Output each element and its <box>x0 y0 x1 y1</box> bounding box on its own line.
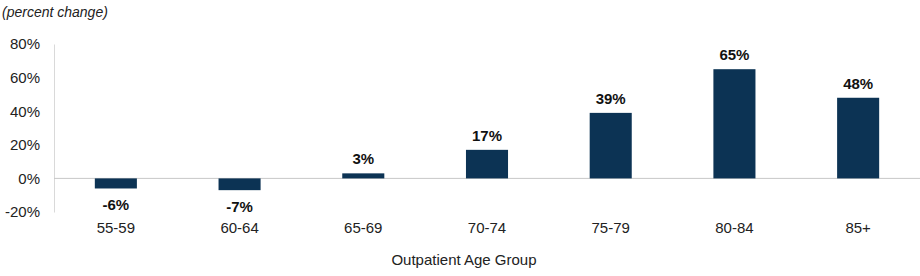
x-tick-label: 85+ <box>845 219 871 236</box>
data-label: 48% <box>843 75 873 92</box>
data-label: 3% <box>352 150 374 167</box>
y-tick-label: -20% <box>5 203 40 220</box>
x-tick-label: 60-64 <box>220 219 258 236</box>
x-axis: 55-59 60-64 65-69 70-74 75-79 80-84 85+ <box>97 219 871 236</box>
y-tick-label: 40% <box>10 103 40 120</box>
bar <box>219 178 261 190</box>
data-label: -6% <box>103 196 130 213</box>
x-tick-label: 80-84 <box>715 219 753 236</box>
data-label: -7% <box>226 198 253 215</box>
y-tick: 0% <box>18 170 54 187</box>
bar <box>590 113 632 179</box>
x-tick-label: 70-74 <box>468 219 506 236</box>
y-tick: 20% <box>10 136 54 153</box>
y-tick-label: 20% <box>10 136 40 153</box>
y-tick-label: 0% <box>18 170 40 187</box>
x-tick: 65-69 <box>344 219 382 236</box>
x-tick: 70-74 <box>468 219 506 236</box>
bar <box>466 150 508 179</box>
y-tick: 40% <box>10 103 54 120</box>
bar <box>342 173 384 178</box>
x-tick: 60-64 <box>220 219 258 236</box>
x-tick-label: 75-79 <box>592 219 630 236</box>
y-axis-line <box>54 45 55 213</box>
x-tick: 55-59 <box>97 219 135 236</box>
data-label: 17% <box>472 127 502 144</box>
y-axis-title: (percent change) <box>2 4 108 20</box>
bar <box>95 178 137 188</box>
data-label: 39% <box>596 90 626 107</box>
y-tick: 80% <box>10 35 54 52</box>
x-tick: 80-84 <box>715 219 753 236</box>
x-tick: 75-79 <box>592 219 630 236</box>
y-tick-label: 80% <box>10 35 40 52</box>
y-tick: 60% <box>10 69 54 86</box>
bars <box>95 69 879 190</box>
x-tick: 85+ <box>845 219 871 236</box>
data-label: 65% <box>719 46 749 63</box>
y-tick-label: 60% <box>10 69 40 86</box>
x-tick-label: 55-59 <box>97 219 135 236</box>
x-axis-title: Outpatient Age Group <box>391 251 536 268</box>
data-labels: -6% -7% 3% 17% 39% 65% 48% <box>103 46 874 215</box>
bar <box>713 69 755 178</box>
bar <box>837 98 879 179</box>
chart: -20% 0% 20% 40% 60% 80% 55-59 60-64 65-69 70-74 75… <box>0 0 920 276</box>
x-tick-label: 65-69 <box>344 219 382 236</box>
y-axis: -20% 0% 20% 40% 60% 80% <box>5 35 55 220</box>
y-tick: -20% <box>5 203 54 220</box>
